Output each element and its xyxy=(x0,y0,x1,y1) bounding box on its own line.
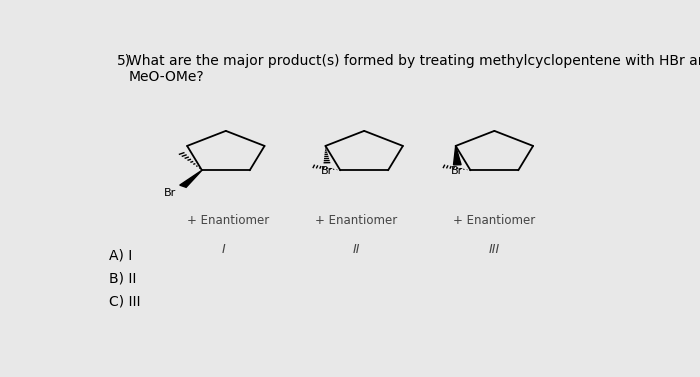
Polygon shape xyxy=(454,146,461,165)
Text: Br: Br xyxy=(452,166,463,176)
Text: + Enantiomer: + Enantiomer xyxy=(188,214,270,227)
Text: Br: Br xyxy=(164,188,176,198)
Text: 5): 5) xyxy=(118,54,132,68)
Text: What are the major product(s) formed by treating methylcyclopentene with HBr and: What are the major product(s) formed by … xyxy=(128,54,700,84)
Text: + Enantiomer: + Enantiomer xyxy=(454,214,536,227)
Polygon shape xyxy=(180,170,202,187)
Text: C) III: C) III xyxy=(109,295,141,309)
Text: II: II xyxy=(352,243,360,256)
Text: A) I: A) I xyxy=(109,248,132,262)
Text: + Enantiomer: + Enantiomer xyxy=(315,214,397,227)
Text: I: I xyxy=(221,243,225,256)
Text: B) II: B) II xyxy=(109,272,136,286)
Text: Br: Br xyxy=(321,166,333,176)
Text: III: III xyxy=(489,243,500,256)
